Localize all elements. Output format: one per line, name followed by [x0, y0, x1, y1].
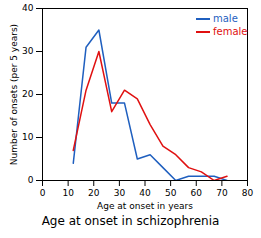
svg-text:10: 10	[62, 188, 74, 198]
html-text:male: male	[213, 13, 238, 24]
svg-text:20: 20	[88, 188, 100, 198]
svg-text:50: 50	[165, 188, 177, 198]
svg-text:Number of onsets (per 5 years): Number of onsets (per 5 years)	[9, 24, 19, 165]
svg-text:0: 0	[40, 188, 46, 198]
svg-text:10: 10	[22, 132, 34, 142]
svg-text:60: 60	[191, 188, 203, 198]
svg-text:20: 20	[22, 89, 34, 99]
svg-text:80: 80	[242, 188, 254, 198]
svg-text:Age at onset in years: Age at onset in years	[97, 201, 193, 211]
svg-text:30: 30	[114, 188, 126, 198]
svg-text:70: 70	[216, 188, 228, 198]
svg-text:30: 30	[22, 46, 34, 56]
svg-text:40: 40	[139, 188, 151, 198]
svg-text:40: 40	[22, 3, 34, 13]
html-text:female: female	[213, 26, 248, 37]
svg-text:0: 0	[28, 175, 34, 185]
html-text:Age at onset in schizophrenia: Age at onset in schizophrenia	[41, 214, 220, 228]
